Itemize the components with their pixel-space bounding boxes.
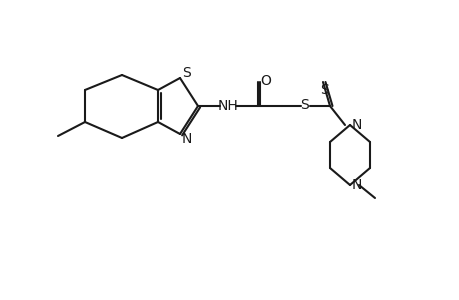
Text: S: S xyxy=(300,98,309,112)
Text: NH: NH xyxy=(217,99,238,113)
Text: N: N xyxy=(181,132,192,146)
Text: N: N xyxy=(351,118,361,132)
Text: O: O xyxy=(260,74,271,88)
Text: S: S xyxy=(320,83,329,97)
Text: S: S xyxy=(182,66,191,80)
Text: N: N xyxy=(351,178,361,192)
